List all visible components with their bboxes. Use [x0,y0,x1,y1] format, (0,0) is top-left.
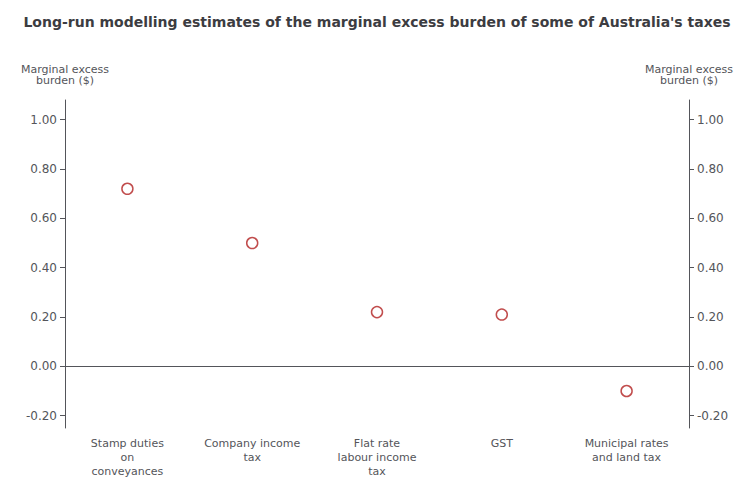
svg-text:burden ($): burden ($) [36,74,94,87]
svg-text:tax: tax [243,451,261,464]
svg-text:conveyances: conveyances [92,465,164,478]
svg-text:Stamp duties: Stamp duties [91,437,164,450]
svg-text:0.40: 0.40 [697,261,724,275]
svg-text:0.00: 0.00 [30,359,57,373]
svg-text:0.60: 0.60 [30,211,57,225]
svg-text:on: on [121,451,135,464]
svg-text:0.20: 0.20 [697,310,724,324]
svg-text:-0.20: -0.20 [697,409,728,423]
svg-text:and land tax: and land tax [592,451,661,464]
svg-text:0.20: 0.20 [30,310,57,324]
svg-text:1.00: 1.00 [30,113,57,127]
svg-text:labour income: labour income [338,451,417,464]
svg-text:0.00: 0.00 [697,359,724,373]
svg-text:Company income: Company income [204,437,300,450]
svg-text:0.60: 0.60 [697,211,724,225]
svg-text:1.00: 1.00 [697,113,724,127]
svg-text:-0.20: -0.20 [26,409,57,423]
svg-text:Long-run modelling estimates o: Long-run modelling estimates of the marg… [23,14,730,30]
svg-text:Municipal rates: Municipal rates [585,437,669,450]
svg-text:0.80: 0.80 [30,162,57,176]
svg-text:Marginal excess: Marginal excess [21,63,109,76]
svg-text:tax: tax [368,465,386,478]
svg-text:0.40: 0.40 [30,261,57,275]
svg-text:Marginal excess: Marginal excess [645,63,733,76]
svg-text:Flat rate: Flat rate [354,437,401,450]
svg-text:burden ($): burden ($) [660,74,718,87]
svg-text:0.80: 0.80 [697,162,724,176]
svg-text:GST: GST [491,437,514,450]
